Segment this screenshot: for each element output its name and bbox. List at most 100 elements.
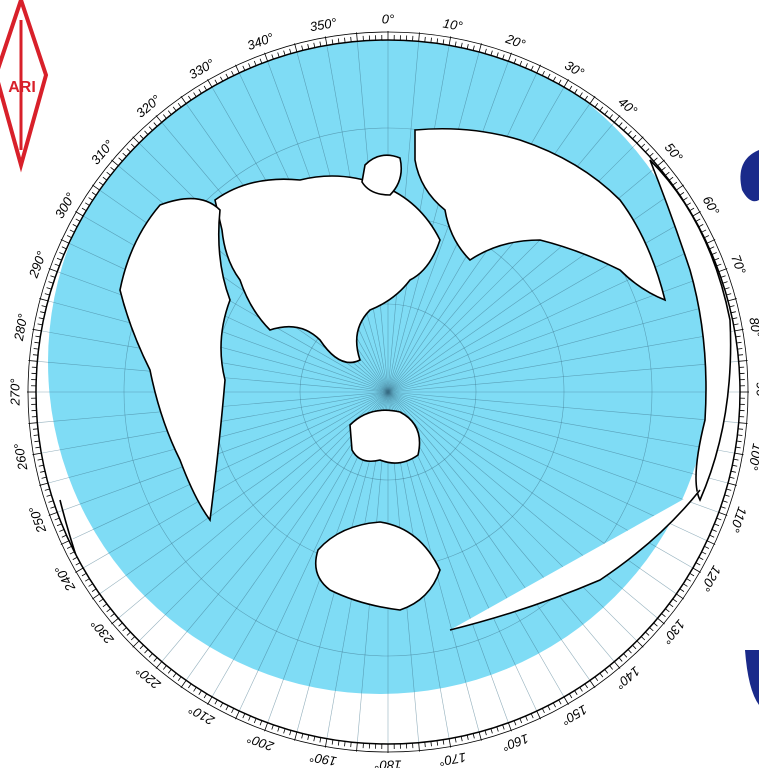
dial-tick [418, 32, 420, 42]
dial-tick [56, 523, 62, 527]
dial-tick [37, 458, 43, 461]
dial-tick [558, 699, 562, 705]
dial-tick [126, 148, 131, 153]
dial-tick [39, 482, 49, 486]
land [649, 159, 732, 502]
logo-text: ARI [8, 79, 36, 96]
dial-tick [253, 718, 257, 724]
dial-tick [737, 348, 743, 350]
dial-tick [552, 76, 556, 82]
dial-tick [645, 631, 650, 636]
dial-tick [563, 79, 569, 88]
dial-tick [350, 742, 352, 748]
dial-tick [701, 229, 707, 233]
dial-tick [649, 627, 654, 632]
dial-tick [144, 649, 149, 654]
dial-tick [60, 540, 70, 545]
dial-tick [69, 229, 75, 233]
dial-tick [430, 741, 432, 747]
dial-tick [203, 85, 208, 91]
dial-label: 210° [186, 702, 218, 729]
dial-tick [738, 422, 748, 424]
dial-tick [225, 73, 229, 79]
dial-tick [734, 328, 744, 332]
dial-label: 320° [133, 92, 163, 121]
dial-tick [513, 720, 517, 726]
dial-tick [56, 257, 62, 261]
dial-label: 310° [88, 137, 117, 167]
dial-tick [231, 70, 235, 76]
dial-tick [508, 722, 512, 732]
dial-tick [738, 354, 744, 356]
dial-tick [81, 207, 87, 212]
dial-tick [623, 126, 628, 131]
dial-tick [706, 239, 716, 244]
dial-tick [594, 102, 599, 108]
dial-tick [632, 644, 637, 650]
dial-tick [618, 657, 623, 662]
dial-tick [28, 360, 38, 362]
dial-tick [736, 440, 742, 443]
dial-tick [722, 500, 728, 503]
dial-tick [727, 298, 737, 302]
dial-tick [525, 63, 528, 69]
dial-tick [618, 122, 623, 127]
dial-label: 220° [133, 663, 164, 692]
dial-tick [613, 661, 621, 669]
dial-label: 290° [25, 249, 49, 280]
dial-tick [172, 106, 177, 112]
dial-tick [350, 36, 352, 42]
dial-tick [724, 287, 730, 290]
dial-tick [720, 275, 726, 278]
dial-tick [313, 736, 316, 742]
dial-tick [727, 482, 737, 486]
dial-tick [180, 680, 187, 688]
dial-tick [37, 323, 43, 326]
dial-tick [484, 730, 487, 736]
dial-tick [627, 649, 632, 654]
dial-tick [568, 85, 573, 91]
dial-tick [32, 452, 42, 456]
dial-tick [676, 184, 684, 191]
dial-tick [207, 696, 213, 705]
dial-tick [530, 65, 534, 71]
dial-label: 160° [500, 731, 530, 754]
dial-tick [735, 446, 741, 449]
dial-tick [356, 32, 358, 42]
dial-tick [568, 693, 573, 699]
dial-tick [711, 529, 717, 532]
dial-tick [704, 235, 710, 239]
dial-tick [547, 73, 551, 79]
land [314, 521, 441, 611]
dial-tick [466, 44, 469, 50]
dial-tick [442, 39, 445, 45]
dial-tick [50, 506, 56, 509]
dial-tick [132, 136, 140, 144]
dial-label: 90° [754, 382, 759, 402]
dial-label: 190° [309, 750, 338, 768]
dial-label: 0° [382, 11, 394, 26]
dial-tick [689, 207, 695, 212]
parallel [299, 303, 477, 481]
dial-tick [38, 317, 44, 320]
dial-tick [313, 42, 316, 48]
dial-tick [732, 464, 738, 467]
dial-tick [75, 562, 81, 566]
dial-tick [38, 464, 44, 467]
dial-label: 40° [615, 94, 640, 118]
dial-tick [130, 636, 136, 641]
dial-tick [177, 676, 182, 682]
dial-tick [92, 184, 100, 191]
dial-tick [91, 588, 97, 592]
dial-tick [496, 52, 499, 58]
dial-tick [220, 702, 224, 708]
dial-label: 350° [309, 15, 338, 34]
dial-tick [584, 683, 588, 689]
dial-tick [188, 683, 192, 689]
dial-tick [46, 287, 52, 290]
dial-tick [686, 202, 691, 206]
dial-tick [726, 293, 732, 296]
dial-tick [679, 588, 685, 592]
dial-tick [730, 470, 736, 473]
edge-shape [745, 650, 759, 705]
